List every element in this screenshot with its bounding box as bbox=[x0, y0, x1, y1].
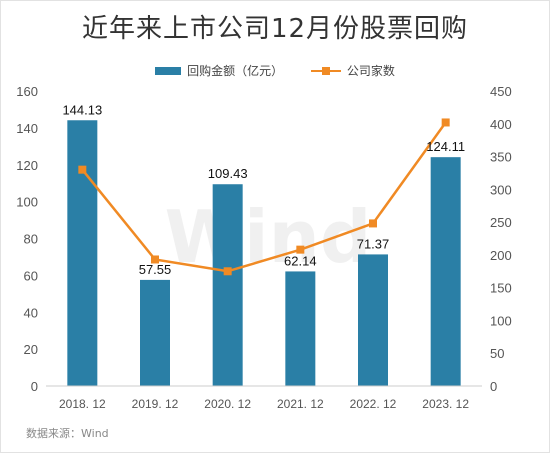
bar-value-label: 62.14 bbox=[284, 253, 317, 268]
y-right-tick-label: 450 bbox=[490, 84, 512, 99]
y-right-tick-label: 150 bbox=[490, 281, 512, 296]
y-left-tick-label: 20 bbox=[24, 342, 38, 357]
x-tick-label: 2022. 12 bbox=[350, 397, 397, 411]
bar-value-label: 124.11 bbox=[426, 139, 465, 154]
line-point bbox=[296, 245, 305, 254]
bar-value-label: 144.13 bbox=[62, 102, 102, 117]
line-point bbox=[369, 219, 377, 228]
legend-label-bar: 回购金额（亿元） bbox=[187, 64, 284, 78]
bar bbox=[140, 279, 170, 386]
x-tick-label: 2019. 12 bbox=[132, 397, 179, 411]
y-left-tick-label: 140 bbox=[16, 121, 38, 136]
line-series-path bbox=[81, 121, 447, 273]
y-right-tick-label: 250 bbox=[490, 215, 512, 230]
y-right-tick-label: 300 bbox=[490, 182, 512, 197]
legend-label-line: 公司家数 bbox=[346, 64, 395, 78]
y-right-tick-label: 200 bbox=[490, 248, 512, 263]
bar-value-label: 109.43 bbox=[208, 166, 248, 181]
legend-item-line: 公司家数 bbox=[310, 62, 395, 79]
bar bbox=[212, 184, 243, 386]
y-left-tick-label: 0 bbox=[31, 379, 38, 394]
x-tick-label: 2023. 12 bbox=[422, 397, 469, 411]
chart-title: 近年来上市公司12月份股票回购 bbox=[81, 14, 469, 44]
line-point bbox=[151, 255, 159, 264]
line-point bbox=[223, 267, 232, 276]
line-point bbox=[441, 118, 450, 127]
x-tick-label: 2020. 12 bbox=[204, 397, 251, 411]
legend-item-bar: 回购金额（亿元） bbox=[155, 62, 283, 79]
y-left-tick-label: 60 bbox=[24, 268, 38, 283]
y-right-tick-label: 350 bbox=[490, 150, 512, 165]
legend-swatch-line bbox=[310, 66, 341, 75]
bar bbox=[285, 271, 316, 386]
y-left-tick-label: 160 bbox=[16, 84, 38, 99]
y-right-tick-label: 400 bbox=[490, 117, 512, 132]
legend: 回购金额（亿元） 公司家数 bbox=[0, 62, 550, 79]
line-point bbox=[78, 165, 87, 174]
y-left-tick-label: 100 bbox=[16, 195, 38, 210]
legend-swatch-bar bbox=[155, 66, 182, 75]
bar bbox=[358, 254, 388, 386]
bar-value-label: 57.55 bbox=[139, 262, 172, 277]
y-right-tick-label: 50 bbox=[490, 346, 504, 361]
x-tick-label: 2021. 12 bbox=[277, 397, 324, 411]
y-right-tick-label: 0 bbox=[490, 379, 497, 394]
y-right-tick-label: 100 bbox=[490, 313, 512, 328]
y-left-tick-label: 40 bbox=[24, 305, 38, 320]
bar bbox=[430, 157, 461, 386]
source-note: 数据来源：Wind bbox=[26, 427, 109, 440]
bar-value-label: 71.37 bbox=[357, 236, 390, 251]
bar bbox=[67, 120, 98, 386]
y-left-tick-label: 80 bbox=[24, 232, 38, 247]
x-tick-label: 2018. 12 bbox=[59, 397, 106, 411]
y-left-tick-label: 120 bbox=[16, 158, 38, 173]
